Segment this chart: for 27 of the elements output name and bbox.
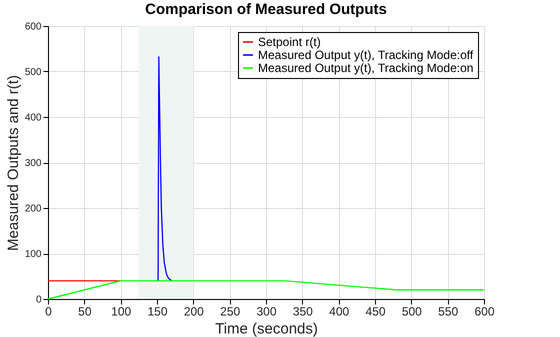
chart-title: Comparison of Measured Outputs <box>145 1 387 18</box>
x-tick-label: 100 <box>111 304 132 318</box>
x-tick-label: 200 <box>184 304 204 318</box>
x-tick-label: 450 <box>365 304 386 318</box>
y-tick-label: 200 <box>24 204 42 214</box>
y-axis-title: Measured Outputs and r(t) <box>4 75 22 251</box>
y-tick-label: 600 <box>24 22 42 32</box>
y-tick-label: 300 <box>24 158 42 169</box>
y-tick-label: 500 <box>24 67 42 78</box>
y-tick-label: 400 <box>24 112 42 124</box>
y-tick-label: 0 <box>36 294 42 306</box>
x-tick-label: 250 <box>220 304 240 318</box>
x-tick-label: 400 <box>329 304 350 318</box>
x-tick-label: 550 <box>438 304 458 318</box>
legend-label: Measured Output y(t), Tracking Mode:on <box>258 61 474 75</box>
x-tick-label: 150 <box>147 304 168 318</box>
x-tick-label: 350 <box>292 304 314 318</box>
legend-label: Setpoint r(t) <box>258 35 321 49</box>
legend-label: Measured Output y(t), Tracking Mode:off <box>258 48 474 62</box>
x-tick-label: 500 <box>402 304 422 318</box>
x-tick-label: 300 <box>256 304 277 318</box>
x-tick-label: 0 <box>45 304 52 318</box>
line-series <box>157 56 172 282</box>
x-axis-title: Time (seconds) <box>215 320 318 337</box>
y-tick-label: 100 <box>24 249 42 260</box>
x-tick-label: 50 <box>78 304 92 318</box>
x-tick-label: 600 <box>474 304 495 318</box>
